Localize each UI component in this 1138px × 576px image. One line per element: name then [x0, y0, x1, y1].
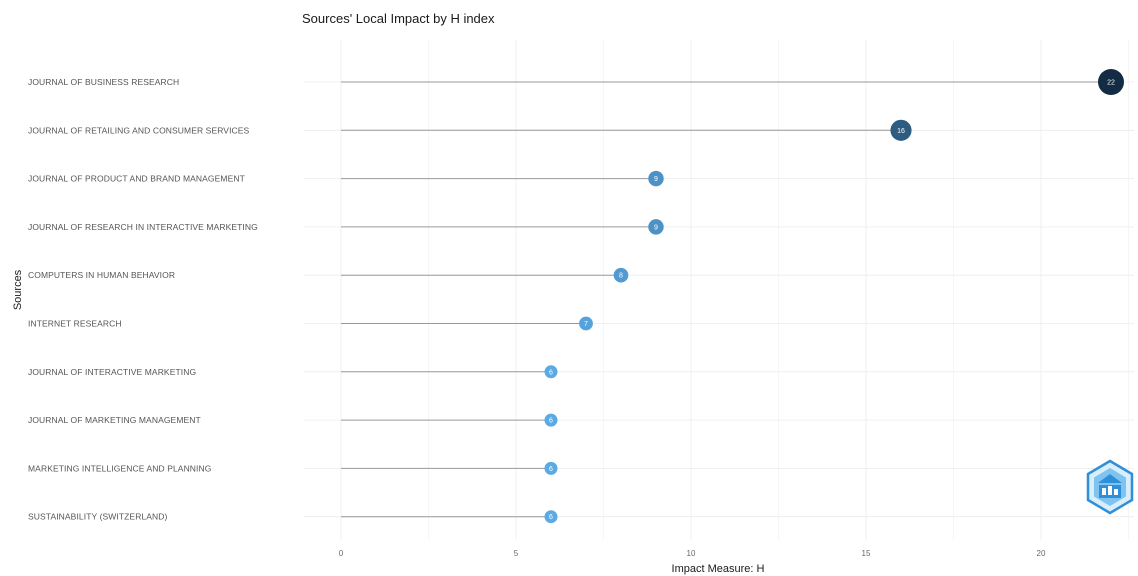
point-value-label: 6 — [549, 466, 553, 473]
category-label: SUSTAINABILITY (SWITZERLAND) — [28, 512, 168, 522]
point-value-label: 6 — [549, 369, 553, 376]
category-label: INTERNET RESEARCH — [28, 319, 122, 329]
category-label: JOURNAL OF INTERACTIVE MARKETING — [28, 367, 196, 377]
category-label: JOURNAL OF RETAILING AND CONSUMER SERVIC… — [28, 125, 250, 135]
lollipop-point — [544, 365, 558, 379]
lollipop-point — [544, 510, 558, 524]
lollipop-point — [648, 170, 664, 187]
chart-title: Sources' Local Impact by H index — [302, 11, 495, 26]
point-value-label: 9 — [654, 176, 658, 183]
x-tick-label: 10 — [687, 549, 696, 558]
lollipop-point — [1098, 69, 1124, 95]
category-label: JOURNAL OF PRODUCT AND BRAND MANAGEMENT — [28, 174, 245, 184]
point-value-label: 16 — [897, 128, 905, 135]
point-value-label: 8 — [619, 273, 623, 280]
lollipop-point — [579, 316, 593, 331]
category-labels: JOURNAL OF BUSINESS RESEARCH JOURNAL OF R… — [28, 77, 258, 522]
x-tick-label: 15 — [862, 549, 871, 558]
lollipop-point — [544, 413, 558, 427]
points: 22 16 9 9 8 7 6 6 6 6 — [544, 69, 1124, 524]
grid-lines — [304, 40, 1134, 540]
category-label: JOURNAL OF BUSINESS RESEARCH — [28, 77, 179, 87]
category-label: JOURNAL OF MARKETING MANAGEMENT — [28, 415, 201, 425]
lollipop-point — [648, 219, 664, 235]
category-label: MARKETING INTELLIGENCE AND PLANNING — [28, 463, 211, 473]
x-tick-labels: 0 5 10 15 20 — [339, 549, 1046, 558]
point-value-label: 6 — [549, 514, 553, 521]
bibliometrix-logo-icon — [1086, 459, 1134, 515]
point-value-label: 6 — [549, 418, 553, 425]
category-label: COMPUTERS IN HUMAN BEHAVIOR — [28, 270, 175, 280]
point-value-label: 22 — [1107, 80, 1115, 87]
x-tick-label: 20 — [1037, 549, 1046, 558]
x-axis-label: Impact Measure: H — [672, 563, 765, 575]
stems — [341, 81, 1111, 518]
x-tick-label: 0 — [339, 549, 344, 558]
lollipop-point — [613, 267, 629, 283]
lollipop-point — [544, 461, 558, 475]
y-axis-label: Sources — [12, 269, 24, 310]
point-value-label: 7 — [584, 321, 588, 328]
x-tick-label: 5 — [514, 549, 519, 558]
category-label: JOURNAL OF RESEARCH IN INTERACTIVE MARKE… — [28, 222, 258, 232]
lollipop-point — [890, 119, 912, 141]
point-value-label: 9 — [654, 224, 658, 231]
